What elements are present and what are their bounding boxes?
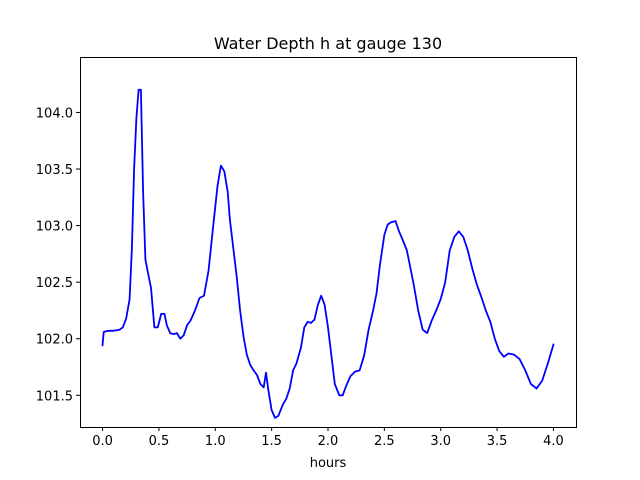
x-tick-label: 0.0 xyxy=(92,434,113,449)
y-axis: 101.5 102.0 102.5 103.0 103.5 104.0 xyxy=(36,106,80,404)
y-tick-label: 101.5 xyxy=(36,389,73,404)
x-tick-label: 2.0 xyxy=(318,434,339,449)
y-tick-label: 102.5 xyxy=(36,276,73,291)
y-tick-label: 103.5 xyxy=(36,163,73,178)
y-tick-label: 103.0 xyxy=(36,220,73,235)
series-line-0 xyxy=(101,88,555,419)
x-tick-label: 4.0 xyxy=(543,434,564,449)
y-tick-label: 104.0 xyxy=(36,106,73,121)
x-axis-label: hours xyxy=(310,456,347,471)
x-tick-label: 1.0 xyxy=(205,434,226,449)
chart-title: Water Depth h at gauge 130 xyxy=(214,34,442,53)
x-tick-label: 2.5 xyxy=(374,434,395,449)
x-tick-label: 3.5 xyxy=(487,434,508,449)
plot-area xyxy=(101,88,555,419)
x-tick-label: 1.5 xyxy=(261,434,282,449)
y-tick-label: 102.0 xyxy=(36,333,73,348)
x-axis: 0.0 0.5 1.0 1.5 2.0 2.5 3.0 3.5 4.0 xyxy=(92,427,564,449)
x-tick-label: 3.0 xyxy=(430,434,451,449)
x-tick-label: 0.5 xyxy=(149,434,170,449)
